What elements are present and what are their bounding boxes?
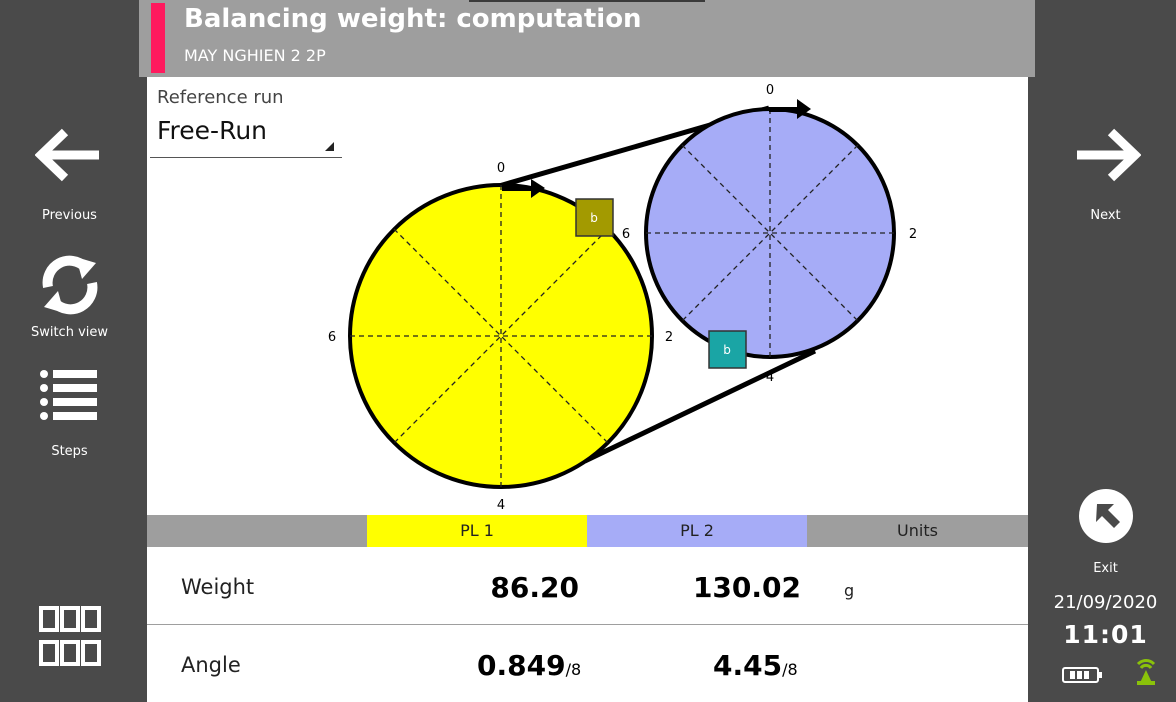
arrow-right-icon [1076,128,1141,182]
plane2-weight-marker: b [708,330,747,369]
header-bar: Balancing weight: computation MAY NGHIEN… [139,0,1035,77]
plane2-label-left: 6 [622,227,630,242]
reference-run-select[interactable]: Free-Run [150,111,342,158]
plane2-label-top: 0 [766,83,774,98]
steps-button[interactable]: Steps [0,366,139,466]
table-row-weight: Weight 86.20 130.02 g [147,547,1028,625]
plane1-weight-marker: b [575,198,614,237]
angle-pl1-number: 0.849 [477,649,566,682]
header-pl2: PL 2 [587,515,807,547]
weight-pl1-value: 86.20 [490,571,579,604]
previous-button[interactable]: Previous [0,128,139,228]
angle-pl1-value: 0.849/8 [477,649,581,682]
header-pl1: PL 1 [367,515,587,547]
next-label: Next [1090,208,1121,223]
weight-unit: g [844,581,855,600]
wireless-antenna-icon [1136,659,1156,685]
balancing-diagram: 0 2 4 6 0 2 4 6 b b [328,83,917,513]
plane1-rotation-arrow-icon [502,179,545,198]
results-table: Weight 86.20 130.02 g Angle 0.849/8 4.45… [147,547,1028,702]
plane2-label-right: 2 [909,227,917,242]
plane2-weight-marker-label: b [723,343,731,357]
belt-bottom-line [583,348,817,464]
list-icon [39,370,97,420]
battery-icon [1062,667,1102,683]
plane2-label-bottom: 4 [766,370,774,385]
angle-pl2-value: 4.45/8 [713,649,798,682]
plane1-label-right: 2 [665,330,673,345]
plane2-circle [644,107,896,359]
next-button[interactable]: Next [1035,128,1176,228]
page-title: Balancing weight: computation [184,4,642,34]
angle-pl1-suffix: /8 [565,660,582,679]
plane2-rotation-arrow-icon [769,99,811,119]
header-top-line [469,0,705,2]
previous-label: Previous [42,208,97,223]
dropdown-caret-icon [325,142,334,151]
switch-view-icon [42,255,97,315]
steps-label: Steps [51,444,88,459]
exit-icon [1078,489,1133,543]
plane1-label-left: 6 [328,330,336,345]
angle-label: Angle [181,653,241,677]
plane1-label-top: 0 [497,161,505,176]
left-sidebar: Previous Switch view Steps [0,0,139,702]
right-sidebar: Next Exit [1035,0,1176,702]
arrow-left-icon [34,128,99,182]
exit-button[interactable]: Exit [1035,488,1176,580]
reference-run-label: Reference run [157,87,284,108]
diagram-panel: 0 2 4 6 0 2 4 6 b b Reference run Free-R… [147,77,1028,515]
plane1-weight-marker-label: b [590,211,598,225]
table-row-angle: Angle 0.849/8 4.45/8 [147,625,1028,702]
angle-pl2-number: 4.45 [713,649,783,682]
grid-icon [38,606,101,666]
status-time: 11:01 [1063,620,1148,649]
weight-label: Weight [181,575,255,599]
header-units: Units [807,515,1028,547]
plane1-label-bottom: 4 [497,498,505,513]
weight-pl2-value: 130.02 [692,571,801,604]
page-subtitle: MAY NGHIEN 2 2P [184,46,326,65]
reference-run-value: Free-Run [157,116,268,145]
status-date: 21/09/2020 [1053,592,1158,613]
plane1-circle [348,183,654,489]
switch-view-button[interactable]: Switch view [0,255,139,355]
exit-label: Exit [1093,561,1118,576]
angle-pl2-suffix: /8 [782,660,798,679]
header-accent [151,3,165,73]
apps-grid-button[interactable] [0,600,139,672]
results-table-header: PL 1 PL 2 Units [147,515,1028,547]
switch-view-label: Switch view [30,325,109,340]
